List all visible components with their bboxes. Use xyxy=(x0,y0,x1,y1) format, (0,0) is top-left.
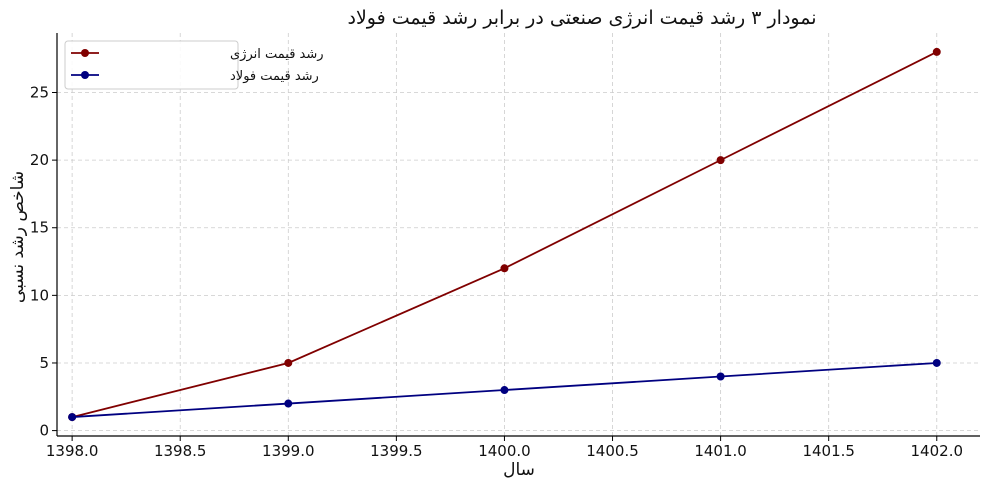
legend-label: رشد قیمت انرژی xyxy=(230,47,324,62)
data-point-s2 xyxy=(500,386,509,395)
legend-label: رشد قیمت فولاد xyxy=(230,69,319,84)
x-tick-label: 1399.5 xyxy=(370,442,423,460)
y-tick-label: 10 xyxy=(30,286,49,304)
x-tick-label: 1400.5 xyxy=(586,442,639,460)
gridlines xyxy=(57,33,980,436)
data-point-s1 xyxy=(500,264,509,273)
x-tick-label: 1398.0 xyxy=(46,442,99,460)
x-tick-label: 1399.0 xyxy=(262,442,315,460)
y-tick-label: 25 xyxy=(30,84,49,102)
y-tick-label: 0 xyxy=(39,422,49,440)
series-layer xyxy=(68,47,941,422)
y-tick-label: 15 xyxy=(30,219,49,237)
legend: رشد قیمت انرژی رشد قیمت فولاد xyxy=(64,40,324,90)
x-tick-label: 1398.5 xyxy=(154,442,207,460)
x-tick-label: 1402.0 xyxy=(911,442,964,460)
axes: 1398.0 1398.5 1399.0 1399.5 1400.0 1400.5 1401… xyxy=(30,33,980,460)
data-point-s1 xyxy=(716,156,725,165)
data-point-s1 xyxy=(932,47,941,56)
y-axis-label: شاخص رشد نسبی xyxy=(8,171,28,303)
legend-swatch-marker xyxy=(81,71,89,79)
x-tick-label: 1400.0 xyxy=(478,442,531,460)
legend-box xyxy=(64,40,239,90)
chart-title: نمودار ۳ رشد قیمت انرژی صنعتی در برابر ر… xyxy=(347,7,816,29)
data-point-s2 xyxy=(284,399,293,408)
data-point-s2 xyxy=(716,372,725,381)
y-tick-label: 20 xyxy=(30,151,49,169)
x-axis-label: سال xyxy=(503,460,535,480)
y-tick-label: 5 xyxy=(39,354,49,372)
x-tick-label: 1401.0 xyxy=(694,442,747,460)
x-tick-label: 1401.5 xyxy=(802,442,855,460)
data-point-s2 xyxy=(932,358,941,367)
data-point-s2 xyxy=(68,413,77,422)
data-point-s1 xyxy=(284,358,293,367)
legend-swatch-marker xyxy=(81,49,89,57)
